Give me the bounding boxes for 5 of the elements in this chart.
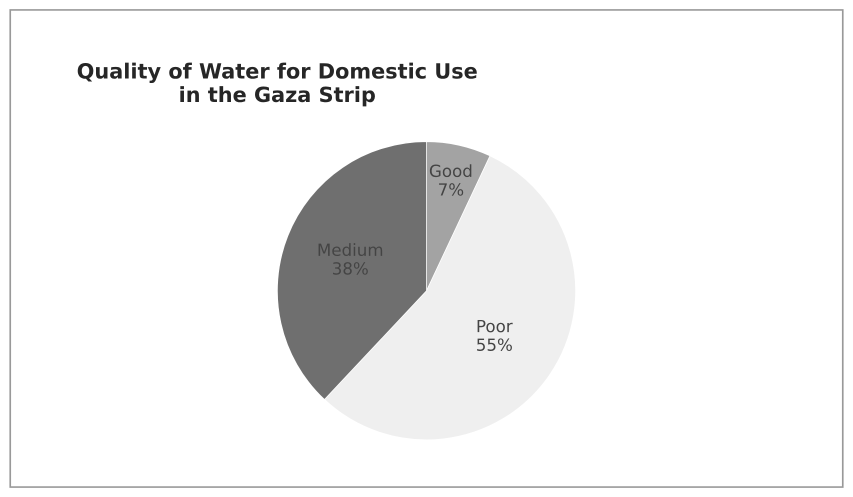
slice-label: Poor [478, 320, 513, 332]
data-label: 55% [477, 338, 512, 352]
chart-title: Quality of Water for Domestic Use in the Gaza Strip [78, 62, 477, 106]
slice-label: Good [430, 164, 472, 178]
data-label: 7% [439, 183, 464, 196]
